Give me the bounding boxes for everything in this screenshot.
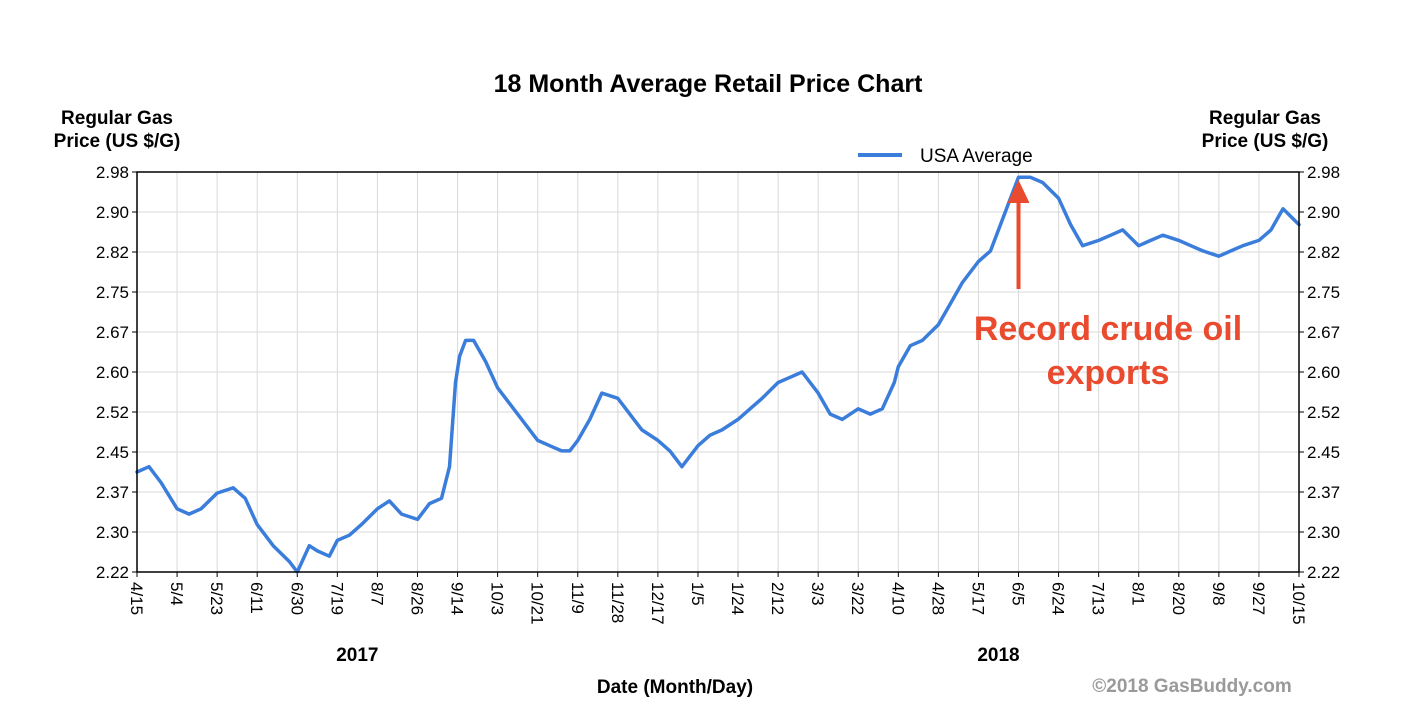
- x-tick-label: 11/9: [568, 582, 587, 614]
- chart-title: 18 Month Average Retail Price Chart: [494, 70, 924, 98]
- y-tick-label-left: 2.52: [96, 403, 129, 422]
- annotation: Record crude oil exports: [974, 180, 1242, 392]
- x-tick-label: 5/4: [167, 582, 186, 606]
- year-label: 2018: [977, 645, 1019, 666]
- copyright: ©2018 GasBuddy.com: [1092, 676, 1292, 697]
- y-tick-label-right: 2.60: [1307, 363, 1340, 382]
- x-tick-label: 2/12: [768, 582, 787, 615]
- y-tick-label-left: 2.30: [96, 523, 129, 542]
- y-tick-label-right: 2.37: [1307, 483, 1340, 502]
- y-tick-label-right: 2.52: [1307, 403, 1340, 422]
- y-axis-title-left-line1: Regular Gas: [61, 108, 173, 129]
- y-tick-label-left: 2.60: [96, 363, 129, 382]
- x-tick-label: 1/24: [728, 582, 747, 615]
- x-tick-label: 7/19: [327, 582, 346, 615]
- x-tick-label: 9/8: [1209, 582, 1228, 606]
- y-tick-label-left: 2.82: [96, 243, 129, 262]
- y-tick-label-right: 2.98: [1307, 163, 1340, 182]
- legend-label: USA Average: [920, 146, 1033, 167]
- legend: USA Average: [858, 146, 1033, 167]
- x-tick-label: 1/5: [688, 582, 707, 606]
- y-tick-label-right: 2.22: [1307, 563, 1340, 582]
- x-tick-label: 11/28: [608, 582, 627, 623]
- x-tick-label: 7/13: [1089, 582, 1108, 615]
- x-tick-label: 8/20: [1169, 582, 1188, 615]
- x-tick-label: 4/10: [888, 582, 907, 615]
- x-tick-label: 4/15: [127, 582, 146, 615]
- y-axis-title-left-line2: Price (US $/G): [54, 131, 181, 152]
- x-tick-label: 8/1: [1129, 582, 1148, 606]
- y-axis-title-right-line1: Regular Gas: [1209, 108, 1321, 129]
- y-tick-label-left: 2.75: [96, 283, 129, 302]
- x-axis-title: Date (Month/Day): [597, 677, 753, 698]
- x-tick-label: 12/17: [648, 582, 667, 625]
- plot-frame: [136, 171, 1300, 573]
- x-tick-label: 6/24: [1049, 582, 1068, 615]
- x-tick-label: 8/26: [407, 582, 426, 615]
- y-tick-label-left: 2.37: [96, 483, 129, 502]
- x-tick-label: 3/22: [848, 582, 867, 615]
- annotation-line2: exports: [1047, 354, 1170, 392]
- x-tick-label: 5/17: [968, 582, 987, 615]
- annotation-arrow-head: [1007, 180, 1030, 203]
- year-label: 2017: [336, 645, 378, 666]
- x-tick-labels: 4/15 5/4 5/23 6/11 6/30 7/19 8/7 8/26 9/14 10/3 10…: [127, 572, 1308, 625]
- x-tick-label: 8/7: [367, 582, 386, 606]
- x-tick-label: 5/23: [207, 582, 226, 615]
- x-tick-label: 4/28: [928, 582, 947, 615]
- annotation-line1: Record crude oil: [974, 310, 1242, 348]
- y-tick-label-left: 2.67: [96, 323, 129, 342]
- y-tick-label-left: 2.90: [96, 203, 129, 222]
- x-tick-label: 6/11: [247, 582, 266, 614]
- x-tick-label: 10/3: [488, 582, 507, 615]
- y-tick-label-right: 2.45: [1307, 443, 1340, 462]
- x-tick-label: 6/30: [287, 582, 306, 615]
- year-labels: 2017 2018: [336, 645, 1019, 666]
- x-tick-label: 10/21: [528, 582, 547, 625]
- x-tick-label: 9/27: [1249, 582, 1268, 615]
- x-tick-label: 6/5: [1009, 582, 1028, 606]
- y-tick-label-right: 2.30: [1307, 523, 1340, 542]
- y-tick-label-left: 2.98: [96, 163, 129, 182]
- y-tick-label-right: 2.67: [1307, 323, 1340, 342]
- y-tick-label-right: 2.75: [1307, 283, 1340, 302]
- y-tick-label-right: 2.82: [1307, 243, 1340, 262]
- y-tick-label-left: 2.45: [96, 443, 129, 462]
- y-tick-label-left: 2.22: [96, 563, 129, 582]
- x-tick-label: 10/15: [1289, 582, 1308, 625]
- y-tick-label-right: 2.90: [1307, 203, 1340, 222]
- y-tick-labels: 2.98 2.98 2.90 2.90 2.82 2.82 2.75 2.75 2.67 2.67…: [96, 163, 1340, 582]
- x-tick-label: 3/3: [808, 582, 827, 606]
- x-tick-label: 9/14: [448, 582, 467, 615]
- y-axis-title-right-line2: Price (US $/G): [1202, 131, 1329, 152]
